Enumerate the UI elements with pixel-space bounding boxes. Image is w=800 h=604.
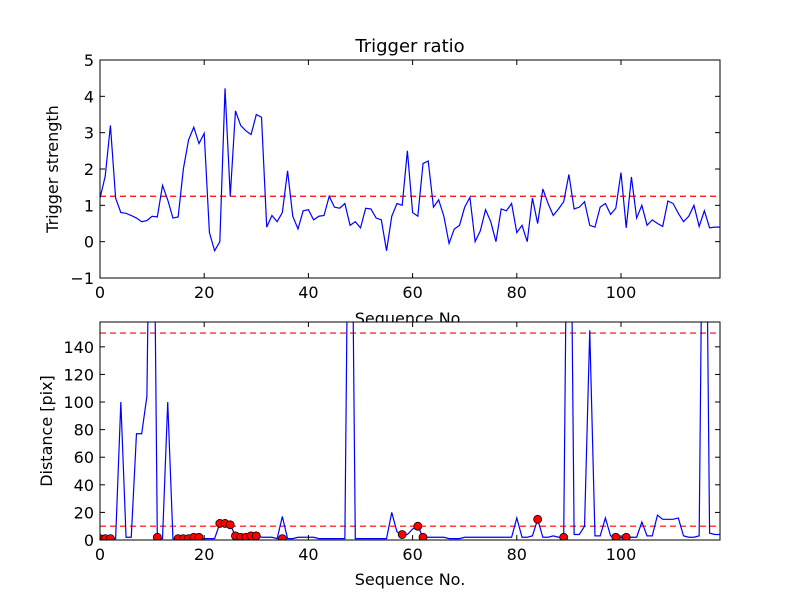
bottom-y-tick-label: 80 [74, 421, 94, 440]
bottom-plot-area [100, 322, 720, 540]
bottom-y-tick-label: 140 [63, 338, 94, 357]
distance-marker [418, 532, 428, 540]
distance-marker [194, 532, 204, 540]
distance-marker [106, 534, 115, 540]
bottom-x-tick-label: 20 [194, 545, 214, 564]
top-x-tick-label: 0 [95, 283, 105, 302]
top-x-tick-label: 20 [194, 283, 214, 302]
top-y-tick-label: 3 [84, 124, 94, 143]
distance-marker [621, 532, 631, 540]
bottom-x-tick-label: 80 [507, 545, 527, 564]
distance-marker [533, 514, 543, 524]
distance-marker [397, 530, 407, 539]
bottom-x-tick-label: 60 [402, 545, 422, 564]
bottom-y-tick-label: 40 [74, 476, 94, 495]
bottom-y-tick-label: 20 [74, 503, 94, 522]
top-y-tick-label: 5 [84, 51, 94, 70]
top-x-tick-label: 40 [298, 283, 318, 302]
top-y-tick-label: −1 [70, 269, 94, 288]
distance-marker [413, 521, 423, 531]
bottom-plot-frame [99, 321, 721, 541]
top-x-tick-label: 80 [507, 283, 527, 302]
bottom-y-axis-label: Distance [pix] [37, 375, 56, 487]
bottom-y-tick-label: 100 [63, 393, 94, 412]
distance-marker [277, 534, 287, 540]
distance-marker [225, 520, 235, 530]
distance-chart: 0 20 40 60 80 100 0 20 40 60 80 100 120 140 Sequence… [37, 321, 721, 589]
bottom-x-tick-label: 100 [606, 545, 637, 564]
distance-marker [152, 532, 162, 540]
top-plot-area [100, 60, 720, 278]
top-y-tick-label: 4 [84, 87, 94, 106]
trigger-strength-line [100, 88, 720, 253]
bottom-x-tick-label: 40 [298, 545, 318, 564]
top-y-tick-label: 0 [84, 233, 94, 252]
top-x-tick-label: 60 [402, 283, 422, 302]
bottom-x-axis-label: Sequence No. [355, 570, 466, 589]
top-y-tick-label: 2 [84, 160, 94, 179]
bottom-x-tick-label: 0 [95, 545, 105, 564]
top-x-tick-label: 100 [606, 283, 637, 302]
top-y-tick-label: 1 [84, 196, 94, 215]
bottom-y-tick-label: 120 [63, 365, 94, 384]
distance-marker [251, 531, 261, 540]
top-chart-title: Trigger ratio [354, 36, 464, 57]
top-y-axis-label: Trigger strength [43, 105, 62, 234]
distance-marker [611, 532, 621, 540]
bottom-y-tick-label: 60 [74, 448, 94, 467]
distance-marker [559, 532, 569, 540]
bottom-y-tick-label: 0 [84, 531, 94, 550]
